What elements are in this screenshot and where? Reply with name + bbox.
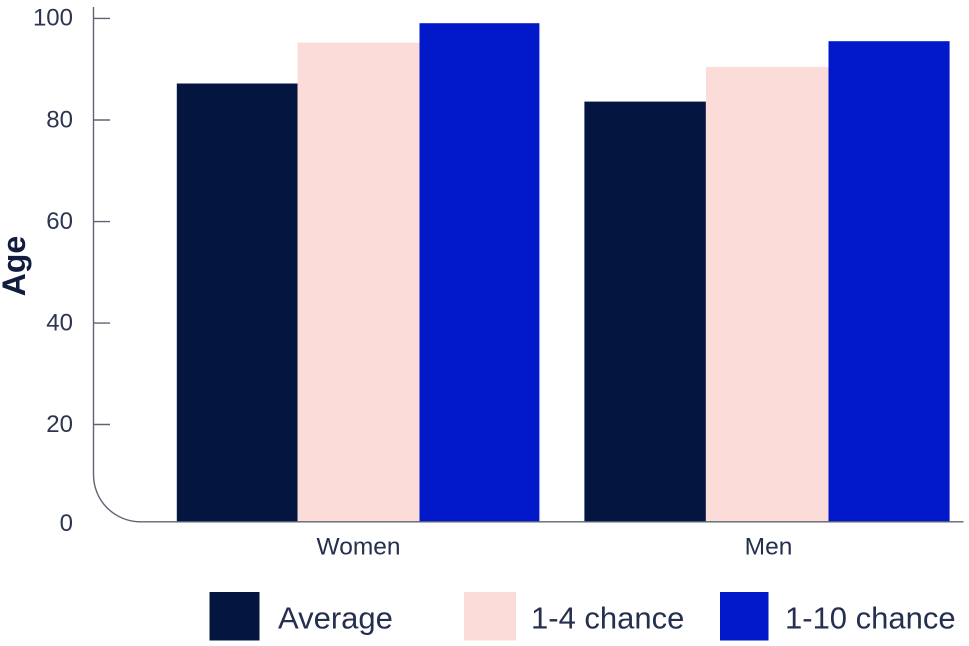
svg-text:Women: Women xyxy=(317,534,401,561)
svg-text:Men: Men xyxy=(745,534,793,561)
svg-text:80: 80 xyxy=(46,107,73,134)
svg-text:Age: Age xyxy=(0,236,32,296)
svg-text:100: 100 xyxy=(33,5,73,32)
svg-text:0: 0 xyxy=(60,510,73,537)
svg-text:40: 40 xyxy=(46,310,73,337)
svg-text:20: 20 xyxy=(46,411,73,438)
svg-text:1-4 chance: 1-4 chance xyxy=(531,601,684,636)
svg-text:60: 60 xyxy=(46,208,73,235)
svg-text:1-10 chance: 1-10 chance xyxy=(785,601,956,636)
svg-text:Average: Average xyxy=(278,601,393,636)
